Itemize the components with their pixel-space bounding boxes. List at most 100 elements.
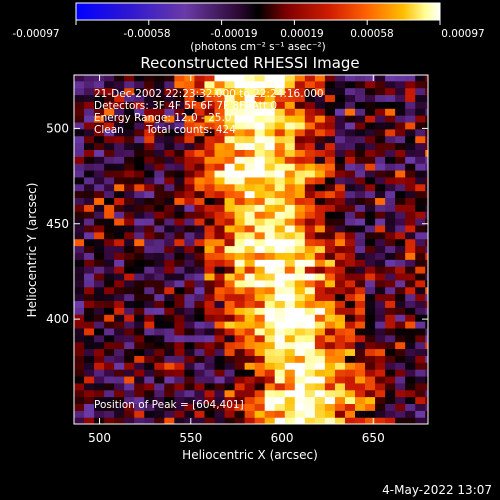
heatmap-cell [395,142,406,150]
heatmap-cell [435,108,446,115]
heatmap-cell [435,101,446,108]
heatmap-cell [254,128,266,137]
heatmap-cell [375,142,386,150]
heatmap-cell [194,163,206,171]
heatmap-cell [294,115,306,123]
heatmap-cell [104,252,115,260]
heatmap-cell [214,396,226,405]
heatmap-cell [144,218,155,226]
heatmap-cell [395,197,406,205]
heatmap-cell [184,279,196,288]
heatmap-cell [194,101,206,109]
heatmap-cell [104,389,115,398]
heatmap-cell [264,156,276,164]
heatmap-cell [284,272,296,281]
heatmap-cell [184,128,196,137]
heatmap-cell [284,169,296,178]
heatmap-cell [435,342,446,349]
heatmap-cell [344,389,356,398]
heatmap-cell [204,300,216,308]
heatmap-cell [254,362,266,370]
heatmap-cell [174,87,185,96]
heatmap-cell [314,252,326,260]
heatmap-cell [405,341,416,350]
heatmap-cell [254,176,266,185]
heatmap-cell [324,252,336,260]
heatmap-cell [224,142,236,150]
heatmap-cell [405,382,416,391]
heatmap-cell [365,204,376,212]
heatmap-cell [134,382,145,391]
heatmap-cell [324,321,336,329]
heatmap-cell [344,75,356,82]
heatmap-cell [334,307,346,315]
heatmap-cell [164,252,175,260]
heatmap-cell [214,334,226,343]
heatmap-cell [314,272,326,281]
heatmap-cell [124,176,135,185]
heatmap-cell [114,321,125,329]
heatmap-cell [234,266,246,274]
heatmap-cell [234,101,246,109]
heatmap-cell [234,396,246,405]
heatmap-cell [254,300,266,308]
heatmap-cell [395,279,406,288]
heatmap-cell [264,135,276,144]
heatmap-cell [74,266,85,274]
heatmap-cell [274,94,286,102]
heatmap-cell [355,211,366,219]
heatmap-cell [314,403,326,411]
heatmap-cell [324,348,336,356]
heatmap-cell [304,163,316,171]
heatmap-cell [264,176,276,185]
heatmap-cell [184,307,196,315]
heatmap-cell [104,101,115,109]
heatmap-cell [294,149,306,157]
heatmap-cell [234,211,246,219]
heatmap-cell [284,115,296,123]
heatmap-cell [254,245,266,253]
heatmap-cell [264,211,276,219]
heatmap-cell [224,115,236,123]
heatmap-cell [254,238,266,247]
heatmap-cell [294,163,306,171]
heatmap-cell [334,279,346,288]
heatmap-cell [124,314,135,322]
heatmap-cell [395,327,406,336]
heatmap-cell [144,362,155,370]
heatmap-cell [194,362,206,370]
heatmap-cell [254,115,266,123]
heatmap-cell [294,218,306,226]
heatmap-cell [334,80,346,89]
heatmap-cell [355,369,366,377]
heatmap-cell [324,341,336,350]
heatmap-cell [365,300,376,308]
heatmap-cell [294,135,306,144]
heatmap-cell [84,94,95,102]
heatmap-cell [425,259,428,267]
heatmap-cell [244,135,256,144]
heatmap-cell [244,286,256,295]
heatmap-cell [294,190,306,199]
heatmap-cell [74,142,85,150]
heatmap-cell [244,410,256,418]
heatmap-cell [84,307,95,315]
heatmap-cell [274,417,286,424]
heatmap-cell [174,163,185,171]
heatmap-cell [304,314,316,322]
heatmap-cell [94,156,105,164]
heatmap-cell [375,128,386,137]
heatmap-cell [375,403,386,411]
heatmap-cell [375,75,386,82]
heatmap-cell [405,375,416,384]
heatmap-cell [304,128,316,137]
heatmap-cell [214,286,226,295]
heatmap-cell [395,156,406,164]
colorbar-tick-label: -0.00097 [12,28,59,40]
heatmap-cell [184,286,196,295]
heatmap-cell [264,101,276,109]
heatmap-cell [375,327,386,336]
heatmap-cell [94,362,105,370]
heatmap-cell [415,293,426,302]
heatmap-cell [104,176,115,185]
